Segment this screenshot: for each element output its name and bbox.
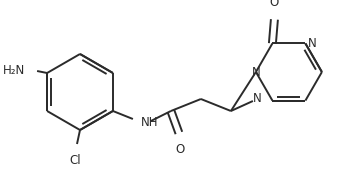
- Text: O: O: [175, 143, 185, 156]
- Text: NH: NH: [141, 116, 158, 130]
- Text: N: N: [307, 37, 316, 50]
- Text: N: N: [251, 65, 260, 79]
- Text: H₂N: H₂N: [3, 64, 25, 78]
- Text: O: O: [270, 0, 279, 9]
- Text: Cl: Cl: [69, 154, 81, 167]
- Text: N: N: [252, 93, 261, 105]
